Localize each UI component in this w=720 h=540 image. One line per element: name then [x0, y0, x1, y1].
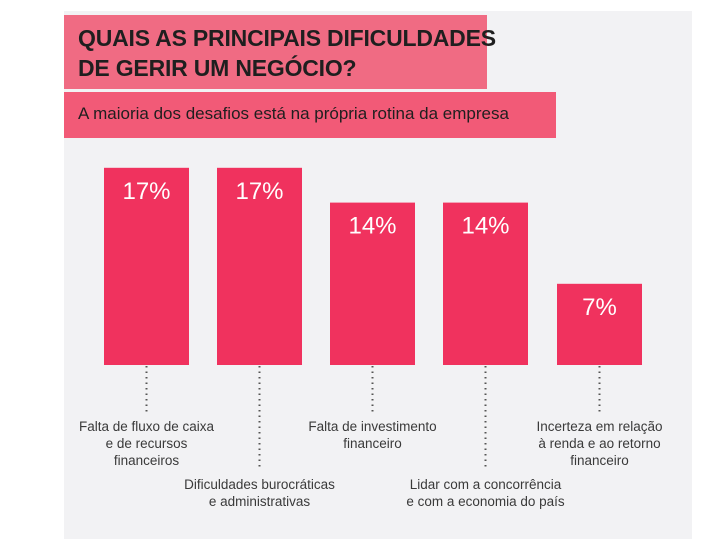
- category-label-1-line-1: Falta de fluxo de caixa: [79, 419, 215, 434]
- bar-4: [443, 202, 528, 365]
- category-label-2-line-2: e administrativas: [209, 494, 311, 509]
- chart-subtitle: A maioria dos desafios está na própria r…: [78, 104, 509, 123]
- chart-title-line-2: DE GERIR UM NEGÓCIO?: [78, 55, 357, 81]
- category-label-4-line-1: Lidar com a concorrência: [410, 477, 562, 492]
- category-label-5-line-1: Incerteza em relação: [536, 419, 662, 434]
- bar-3: [330, 202, 415, 365]
- data-label-4: 14%: [461, 213, 509, 240]
- category-label-2-line-1: Dificuldades burocráticas: [184, 477, 335, 492]
- bar-5: [557, 283, 642, 365]
- subtitle-banner: A maioria dos desafios está na própria r…: [64, 92, 556, 138]
- chart-title-line-1: QUAIS AS PRINCIPAIS DIFICULDADES: [78, 25, 496, 51]
- category-label-3-line-1: Falta de investimento: [308, 419, 436, 434]
- category-label-5-line-2: à renda e ao retorno: [538, 436, 660, 451]
- bar-1: [104, 167, 189, 365]
- data-label-2: 17%: [235, 178, 283, 205]
- data-label-3: 14%: [348, 213, 396, 240]
- data-label-5: 7%: [582, 294, 617, 321]
- title-banner: QUAIS AS PRINCIPAIS DIFICULDADES DE GERI…: [64, 15, 496, 89]
- category-label-4-line-2: e com a economia do país: [406, 494, 565, 509]
- category-label-1-line-2: e de recursos: [106, 436, 188, 451]
- category-label-1-line-3: financeiros: [114, 453, 180, 468]
- category-label-3-line-2: financeiro: [343, 436, 402, 451]
- data-label-1: 17%: [122, 178, 170, 205]
- category-label-5-line-3: financeiro: [570, 453, 629, 468]
- bar-2: [217, 167, 302, 365]
